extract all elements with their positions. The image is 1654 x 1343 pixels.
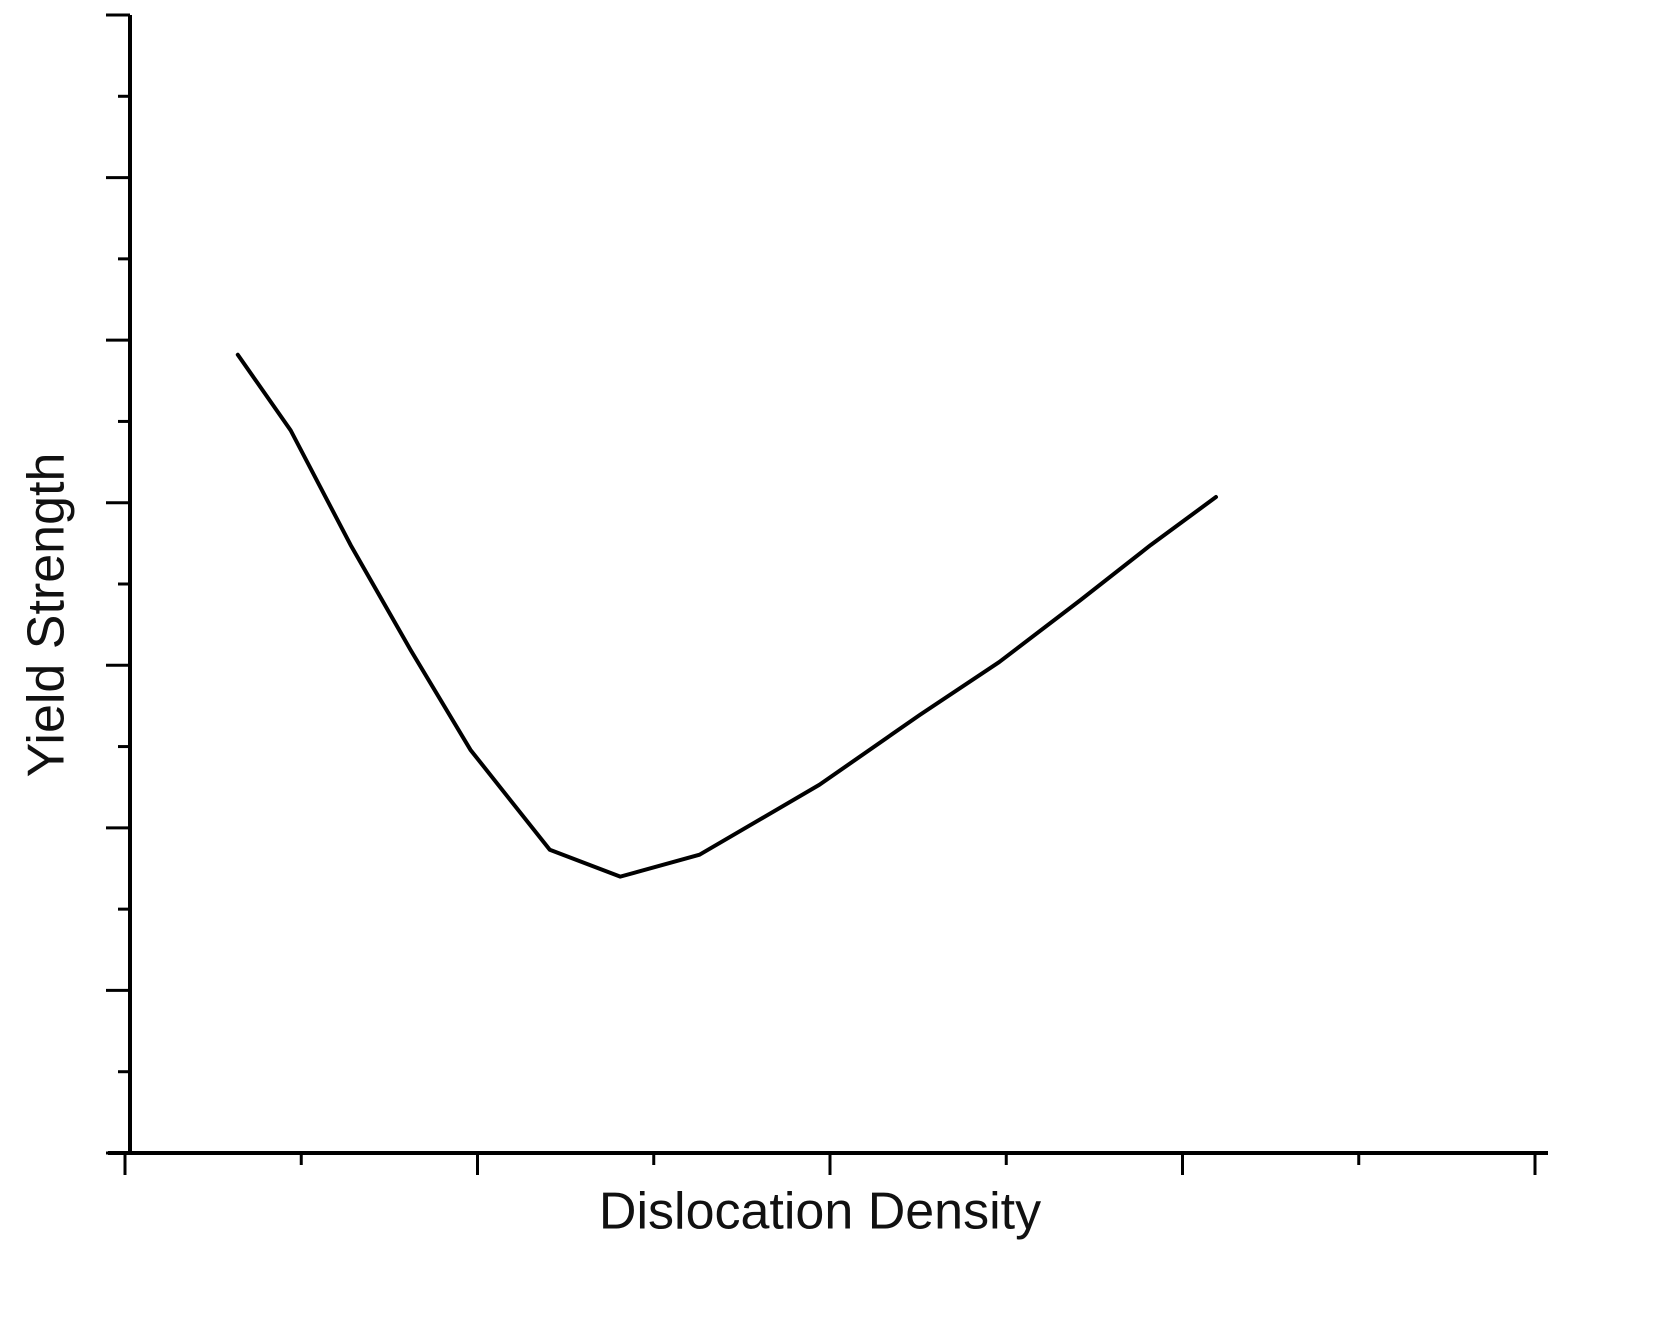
y-axis-label: Yield Strength [18,453,76,778]
x-axis-label: Dislocation Density [599,1183,1041,1241]
data-line [235,352,1218,879]
